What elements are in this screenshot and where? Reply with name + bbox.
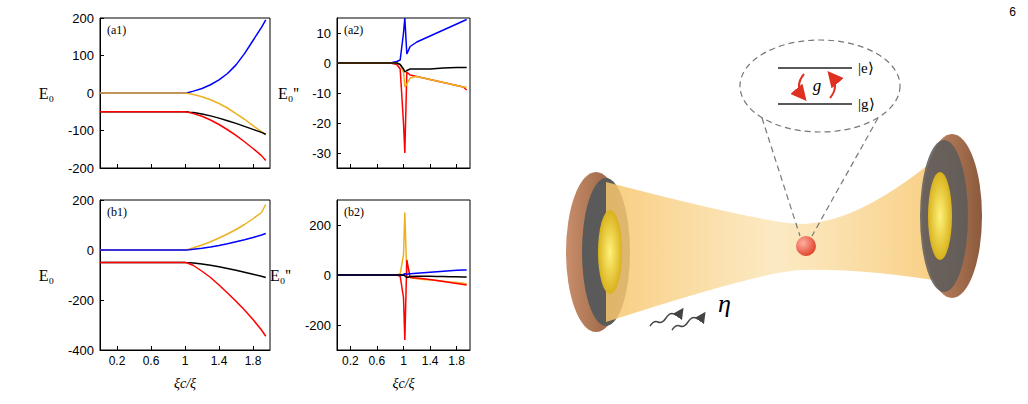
svg-text:g: g [813,76,822,95]
svg-text:0.6: 0.6 [143,354,160,368]
svg-text:-400: -400 [68,343,94,358]
svg-text:-200: -200 [68,161,94,176]
svg-text:100: 100 [72,48,94,63]
svg-text:1.4: 1.4 [422,354,439,368]
svg-text:0.2: 0.2 [109,354,126,368]
svg-text:1: 1 [182,354,189,368]
svg-text:-20: -20 [312,116,331,131]
svg-text:1.8: 1.8 [245,354,262,368]
svg-text:1.8: 1.8 [448,354,465,368]
svg-text:-10: -10 [312,86,331,101]
svg-text:E₀: E₀ [39,267,54,284]
svg-text:|e⟩: |e⟩ [858,60,874,76]
svg-text:E₀: E₀ [39,85,54,102]
svg-text:0: 0 [324,56,331,71]
svg-text:200: 200 [72,193,94,208]
svg-text:1: 1 [400,354,407,368]
svg-text:E₀'': E₀'' [278,85,299,102]
svg-text:E₀'': E₀'' [270,267,291,284]
svg-text:0: 0 [87,243,94,258]
svg-text:-200: -200 [305,318,331,333]
svg-text:1.4: 1.4 [211,354,228,368]
svg-text:η: η [718,289,731,318]
svg-text:200: 200 [309,218,331,233]
svg-text:-30: -30 [312,146,331,161]
svg-text:200: 200 [72,11,94,26]
svg-text:ξc/ξ: ξc/ξ [392,376,414,391]
svg-text:ξc/ξ: ξc/ξ [174,376,196,391]
svg-text:(a2): (a2) [344,23,363,37]
svg-text:(b2): (b2) [344,205,364,219]
svg-text:0: 0 [87,86,94,101]
svg-text:|g⟩: |g⟩ [858,96,875,112]
svg-text:-200: -200 [68,293,94,308]
svg-text:(a1): (a1) [107,23,126,37]
svg-text:10: 10 [317,26,331,41]
svg-text:(b1): (b1) [107,205,127,219]
svg-text:6: 6 [1009,5,1016,19]
svg-text:-100: -100 [68,123,94,138]
svg-text:0: 0 [324,268,331,283]
svg-text:0.2: 0.2 [342,354,359,368]
svg-text:0.6: 0.6 [369,354,386,368]
